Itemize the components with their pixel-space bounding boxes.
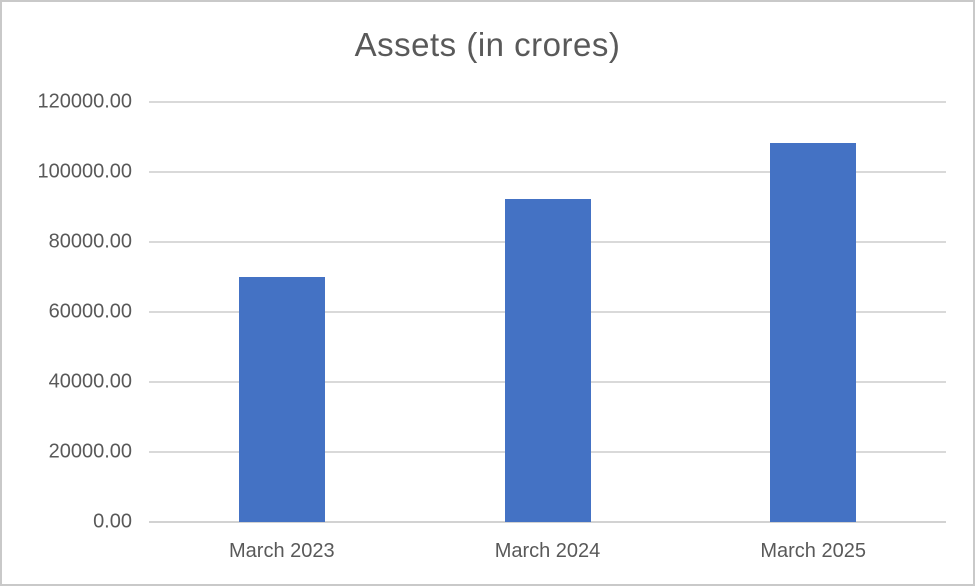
bar-march-2025 <box>770 143 857 522</box>
y-tick-label: 40000.00 <box>48 370 132 393</box>
x-tick-label: March 2023 <box>229 540 335 562</box>
plot-area <box>149 101 946 523</box>
gridline <box>149 101 946 103</box>
x-tick-label: March 2024 <box>494 540 601 562</box>
y-tick-label: 120000.00 <box>37 90 132 113</box>
x-axis-tick-labels: March 2023 March 2024 March 2025 <box>149 540 946 570</box>
bar-march-2024 <box>504 199 591 522</box>
x-axis-line <box>149 521 946 523</box>
y-tick-label: 100000.00 <box>37 160 132 183</box>
gridline <box>149 171 946 173</box>
y-axis-tick-labels: 0.00 20000.00 40000.00 60000.00 80000.00 1000… <box>2 91 132 533</box>
chart-title: Assets (in crores) <box>354 26 621 63</box>
y-tick-label: 80000.00 <box>48 230 132 253</box>
y-tick-label: 60000.00 <box>48 300 132 323</box>
x-tick-label: March 2025 <box>760 540 866 562</box>
y-tick-label: 0.00 <box>93 510 132 533</box>
bar-march-2023 <box>238 277 325 522</box>
y-tick-label: 20000.00 <box>48 440 132 463</box>
